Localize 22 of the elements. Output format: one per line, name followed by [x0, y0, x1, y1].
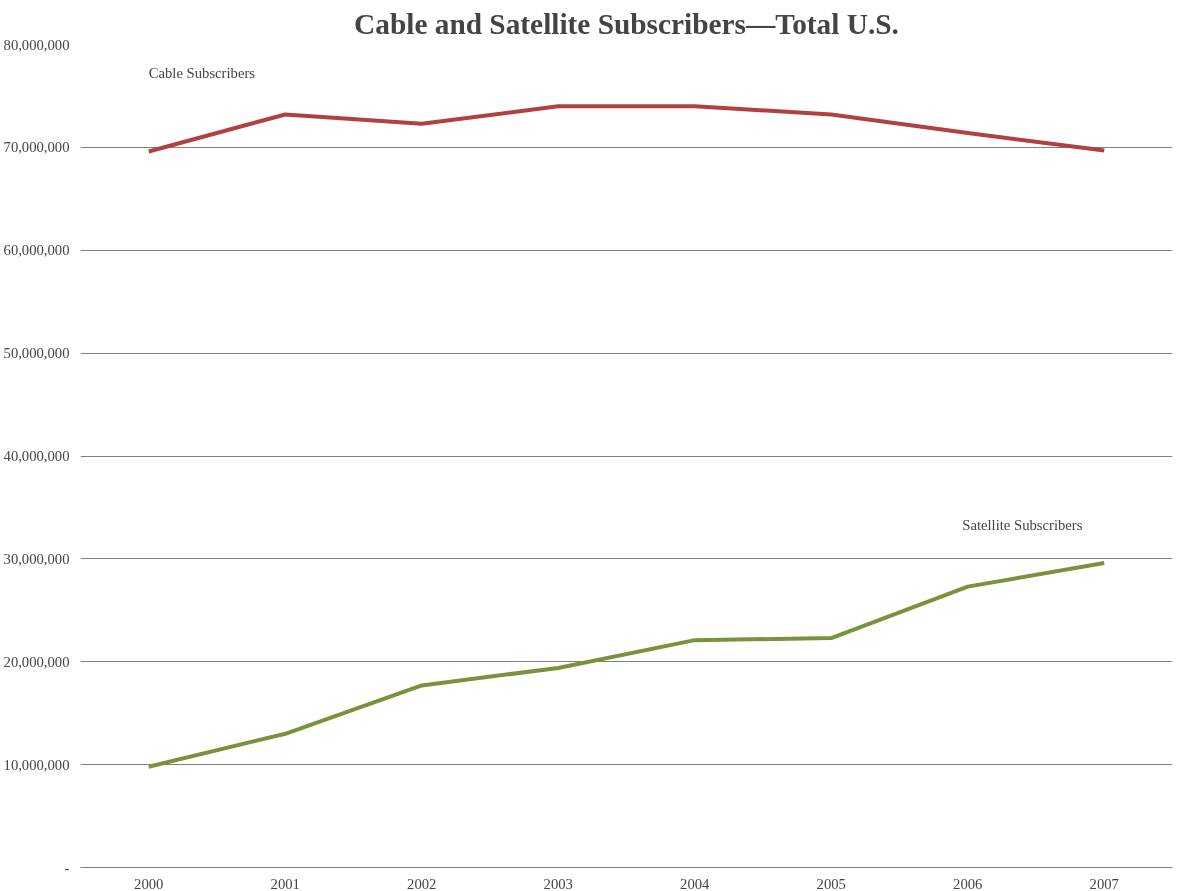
y-tick-label: 40,000,000	[3, 448, 70, 464]
y-tick-label: 50,000,000	[3, 345, 70, 362]
x-tick-label: 2002	[407, 875, 437, 891]
y-tick-label: 20,000,000	[3, 653, 70, 670]
y-tick-label: 80,000,000	[3, 36, 70, 53]
y-tick-label: 30,000,000	[3, 550, 70, 567]
chart-title: Cable and Satellite Subscribers—Total U.S.	[354, 7, 899, 40]
text: Satellite Subscribers	[962, 516, 1083, 533]
line-series	[146, 560, 1107, 769]
line-series	[146, 104, 1107, 154]
x-tick-label: 2001	[270, 875, 300, 891]
text: Cable Subscribers	[148, 65, 256, 82]
y-tick-label: 60,000,000	[3, 242, 70, 259]
x-tick-label: 2004	[680, 875, 711, 891]
x-tick-label: 2007	[1089, 875, 1119, 891]
y-tick-label: -	[64, 859, 70, 876]
x-tick-label: 2000	[134, 875, 164, 891]
x-tick-label: 2006	[953, 875, 983, 891]
y-tick-label: 70,000,000	[3, 139, 70, 156]
x-tick-label: 2005	[816, 875, 846, 891]
y-tick-label: 10,000,000	[3, 756, 70, 773]
x-tick-label: 2003	[543, 875, 573, 891]
